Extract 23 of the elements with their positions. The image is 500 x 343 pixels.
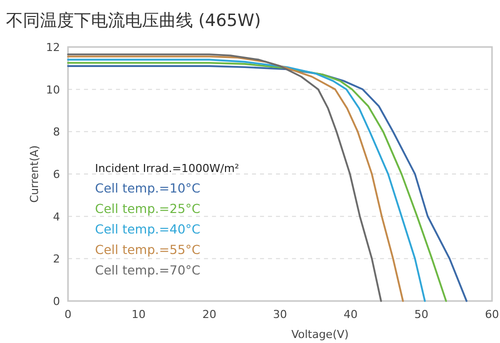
x-tick-label: 10 — [132, 308, 146, 321]
text: Cell temp.=40°C — [95, 222, 201, 236]
y-tick-label: 8 — [53, 126, 60, 139]
y-tick-label: 12 — [46, 41, 60, 54]
x-tick-label: 0 — [64, 308, 72, 321]
annotation: Incident Irrad.=1000W/m² — [95, 162, 240, 175]
x-tick-label: 60 — [485, 308, 499, 321]
y-tick-label: 2 — [53, 252, 60, 266]
text: Cell temp.=25°C — [95, 201, 201, 216]
y-axis-title: Current(A) — [28, 145, 41, 203]
x-tick-label: 50 — [414, 308, 428, 321]
x-tick-label: 30 — [273, 308, 287, 321]
chart-title: 不同温度下电流电压曲线 (465W) — [6, 11, 261, 31]
y-tick-label: 6 — [53, 168, 60, 181]
y-tick-label: 4 — [53, 210, 60, 224]
y-tick-label: 10 — [46, 83, 60, 96]
text: Cell temp.=70°C — [95, 262, 201, 278]
text: Cell temp.=55°C — [95, 242, 201, 257]
x-tick-label: 20 — [202, 308, 216, 321]
x-tick-label: 40 — [344, 308, 358, 321]
y-tick-label: 0 — [53, 295, 60, 308]
x-axis-title: Voltage(V) — [291, 328, 349, 341]
text: Cell temp.=10°C — [95, 180, 201, 196]
